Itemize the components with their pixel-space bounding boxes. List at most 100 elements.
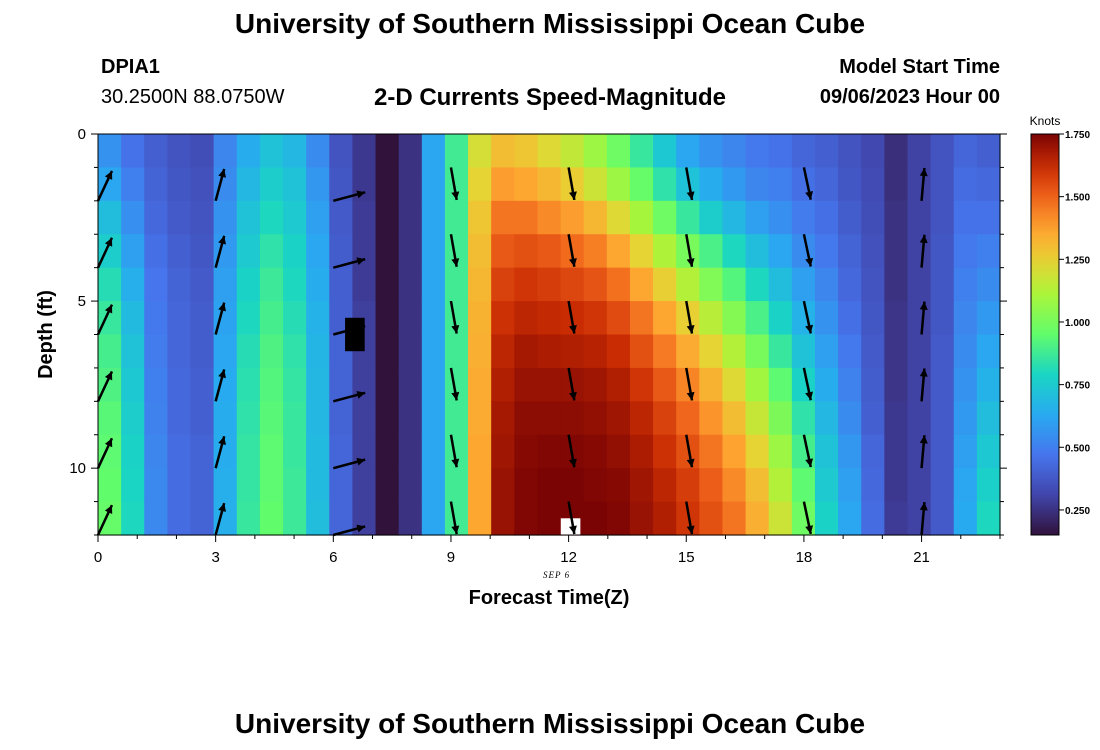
heatmap-cell xyxy=(375,167,400,202)
heatmap-cell xyxy=(629,167,654,202)
heatmap-cell xyxy=(144,367,168,402)
heatmap-cell xyxy=(121,367,145,402)
heatmap-cell xyxy=(838,434,862,469)
colorbar-tick-label: 0.500 xyxy=(1065,443,1090,454)
heatmap-cell xyxy=(676,267,700,302)
heatmap-cell xyxy=(768,501,793,536)
heatmap-cell xyxy=(722,434,747,469)
heatmap-cell xyxy=(468,200,492,235)
heatmap-cell xyxy=(560,468,585,503)
heatmap-cell xyxy=(583,267,608,302)
heatmap-cell xyxy=(814,267,839,302)
heatmap-cell xyxy=(930,367,955,402)
current-arrow xyxy=(802,367,814,401)
x-tick-label: 9 xyxy=(447,549,455,566)
heatmap-cell xyxy=(653,200,677,235)
x-tick-label: 6 xyxy=(329,549,337,566)
heatmap-cell xyxy=(722,301,747,336)
heatmap-cell xyxy=(907,401,932,436)
heatmap-cell xyxy=(167,200,192,235)
colorbar-scale xyxy=(1030,133,1060,536)
colorbar-tick-label: 0.250 xyxy=(1065,506,1090,517)
heatmap-cell xyxy=(444,267,469,302)
heatmap-cell xyxy=(121,200,145,235)
heatmap-cell xyxy=(329,434,354,469)
heatmap-cell xyxy=(699,167,724,202)
heatmap-cell xyxy=(606,234,631,269)
heatmap-cell xyxy=(884,267,909,302)
current-arrow xyxy=(685,434,695,468)
x-tick-label: 0 xyxy=(94,549,102,566)
y-tick-label: 5 xyxy=(78,293,86,310)
heatmap-cell xyxy=(98,434,122,469)
heatmap-cell xyxy=(421,334,446,369)
heatmap-cell xyxy=(421,434,446,469)
y-axis-label: Depth (ft) xyxy=(35,290,57,379)
current-arrow xyxy=(567,501,577,535)
heatmap-cell xyxy=(98,267,122,302)
current-arrow xyxy=(919,301,928,335)
heatmap-cell xyxy=(629,434,654,469)
station-coordinates: 30.2500N 88.0750W xyxy=(101,86,285,108)
heatmap-cell xyxy=(98,367,122,402)
heatmap-cell xyxy=(444,468,469,503)
heatmap-cell xyxy=(560,401,585,436)
heatmap-cell xyxy=(283,267,307,302)
model-start-label: Model Start Time xyxy=(839,56,1000,78)
heatmap-cell xyxy=(953,301,978,336)
heatmap-cell xyxy=(884,334,909,369)
heatmap-cell xyxy=(629,468,654,503)
heatmap-cell xyxy=(259,334,284,369)
heatmap-cell xyxy=(791,367,816,402)
heatmap-cell xyxy=(768,434,793,469)
current-arrow xyxy=(332,257,366,269)
heatmap-cell xyxy=(236,434,261,469)
heatmap-cell xyxy=(167,334,192,369)
heatmap-cell xyxy=(167,501,192,536)
heatmap-cell xyxy=(745,301,770,336)
heatmap-cell xyxy=(976,401,1001,436)
heatmap-cell xyxy=(121,301,145,336)
heatmap-cell xyxy=(699,434,724,469)
heatmap-cell xyxy=(884,200,909,235)
heatmap-cell xyxy=(190,434,215,469)
heatmap-cell xyxy=(768,401,793,436)
heatmap-cell xyxy=(352,367,377,402)
heatmap-cell xyxy=(907,334,932,369)
heatmap-cell xyxy=(861,468,885,503)
x-tick-label: 21 xyxy=(913,549,930,566)
heatmap-cell xyxy=(167,267,192,302)
current-arrow xyxy=(567,234,577,267)
x-axis: 0 3 6 9 12 15 18 21 xyxy=(94,535,1001,566)
heatmap-cell xyxy=(236,367,261,402)
heatmap-cell xyxy=(791,267,816,302)
heatmap-cell xyxy=(236,334,261,369)
heatmap-cell xyxy=(953,434,978,469)
heatmap-cell xyxy=(375,267,400,302)
heatmap-cell xyxy=(444,301,469,336)
heatmap-cell xyxy=(213,267,238,302)
heatmap-cell xyxy=(838,167,862,202)
heatmap-cell xyxy=(421,134,446,169)
heatmap-cell xyxy=(537,267,562,302)
current-arrow xyxy=(96,304,114,336)
current-arrow xyxy=(332,190,366,203)
heatmap-cell xyxy=(514,200,539,235)
heatmap-cell xyxy=(930,501,955,536)
heatmap-cell xyxy=(444,134,469,169)
current-arrow xyxy=(214,302,226,335)
heatmap-cell xyxy=(144,334,168,369)
heatmap-cell xyxy=(814,501,839,536)
heatmap-cell xyxy=(768,367,793,402)
heatmap-cell xyxy=(444,501,469,536)
heatmap-cell xyxy=(306,501,330,536)
heatmap-cell xyxy=(329,167,354,202)
heatmap-cell xyxy=(375,434,400,469)
heatmap-cell xyxy=(514,401,539,436)
heatmap-cell xyxy=(167,367,192,402)
heatmap-cell xyxy=(167,434,192,469)
heatmap-cell xyxy=(468,267,492,302)
heatmap-cell xyxy=(814,134,839,169)
heatmap-cell xyxy=(491,134,515,169)
heatmap-cell xyxy=(976,367,1001,402)
